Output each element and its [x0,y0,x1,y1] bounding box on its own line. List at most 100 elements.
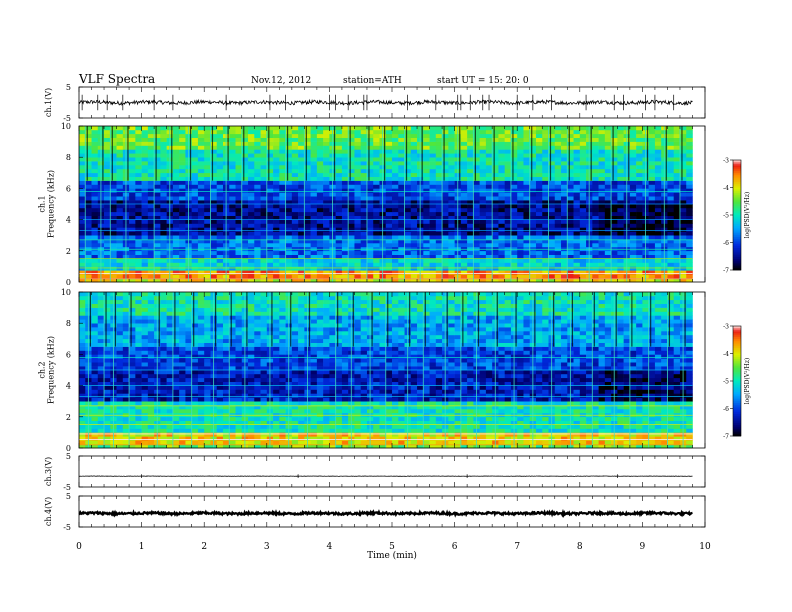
spectrogram-cell [686,168,693,174]
spectrogram-cell [448,424,455,429]
spectrogram-cell [448,266,455,271]
spectrogram-cell [592,211,599,216]
spectrogram-cell [373,262,380,267]
spectrogram-cell [291,192,299,197]
spectrogram-cell [592,172,599,177]
spectrogram-cell [279,141,286,146]
spectrogram-cell [341,440,349,445]
spectrogram-cell [423,204,430,209]
spectrogram-cell [542,250,549,255]
spectrogram-cell [191,420,199,425]
spectrogram-cell [542,200,549,205]
spectrogram-cell [110,278,117,283]
spectrogram-cell [542,207,549,213]
spectrogram-cell [304,188,311,193]
spectrogram-cell [304,157,311,162]
spectrogram-cell [197,145,205,150]
spectrogram-cell [179,420,186,425]
spectrogram-cell [216,184,224,189]
spectrogram-cell [129,141,136,146]
figure-title: VLF Spectra [78,72,155,86]
spectrogram-cell [679,227,687,232]
spectrogram-cell [341,243,349,248]
spectrogram-cell [91,223,99,228]
spectrogram-cell [323,215,330,220]
spectrogram-cell [542,258,549,263]
spectrogram-cell [373,227,380,232]
spectrogram-cell [197,416,205,421]
spectrogram-cell [191,428,199,433]
spectrogram-cell [435,211,443,216]
spectrogram-cell [354,416,361,421]
spectrogram-cell [260,180,268,185]
spectrogram-cell [298,416,305,421]
spectrogram-cell [423,196,430,201]
spectrogram-cell [229,444,236,449]
spectrogram-cell [191,432,199,437]
spectrogram-cell [285,243,293,248]
spectrogram-cell [91,200,99,205]
spectrogram-cell [210,211,218,216]
spectrogram-cell [204,440,211,445]
spectrogram-cell [179,211,186,216]
spectrogram-cell [435,126,443,131]
spectrogram-cell [304,262,311,267]
spectrogram-cell [523,165,531,170]
spectrogram-cell [523,133,531,138]
spectrogram-cell [216,436,224,441]
spectrogram-cell [429,223,437,228]
spectrogram-cell [592,161,599,166]
spectrogram-cell [135,126,142,131]
spectrogram-cell [360,168,368,174]
spectrogram-cell [617,211,624,216]
spectrogram-cell [373,176,380,181]
spectrogram-cell [611,137,618,142]
spectrogram-cell [429,184,437,189]
spectrogram-cell [273,254,280,259]
spectrogram-cell [273,278,280,283]
spectrogram-cell [285,157,293,162]
spectrogram-cell [654,141,662,146]
spectrogram-cell [679,133,687,138]
spectrogram-cell [392,204,399,209]
spectrogram-cell [279,424,286,429]
y-tick-label: 2 [66,247,71,256]
spectrogram-cell [636,235,643,240]
spectrogram-cell [110,133,117,138]
spectrogram-cell [592,176,599,181]
spectrogram-cell [523,211,531,216]
spectrogram-cell [579,215,587,220]
spectrogram-cell [498,133,505,138]
spectrogram-cell [535,188,543,193]
spectrogram-cell [385,227,393,232]
spectrogram-cell [204,254,211,259]
spectrogram-cell [179,250,186,255]
spectrogram-cell [235,184,243,189]
spectrogram-cell [392,200,399,205]
spectrogram-cell [554,254,562,259]
spectrogram-cell [229,219,236,224]
spectrogram-cell [604,133,612,138]
spectrogram-cell [673,141,681,146]
spectrogram-cell [260,219,268,224]
spectrogram-cell [316,274,324,279]
spectrogram-cell [197,188,205,193]
spectrogram-cell [410,126,418,131]
spectrogram-cell [191,165,199,170]
spectrogram-cell [341,192,349,197]
spectrogram-cell [410,420,418,425]
spectrogram-cell [266,188,274,193]
spectrogram-cell [154,250,161,255]
spectrogram-cell [673,266,681,271]
spectrogram-cell [204,416,211,421]
spectrogram-cell [423,157,430,162]
spectrogram-cell [479,243,487,248]
spectrogram-cell [473,161,480,166]
spectrogram-cell [185,432,192,437]
spectrogram-cell [348,165,355,170]
spectrogram-cell [429,180,437,185]
spectrogram-cell [197,196,205,201]
spectrogram-cell [348,207,355,213]
spectrogram-cell [504,243,512,248]
